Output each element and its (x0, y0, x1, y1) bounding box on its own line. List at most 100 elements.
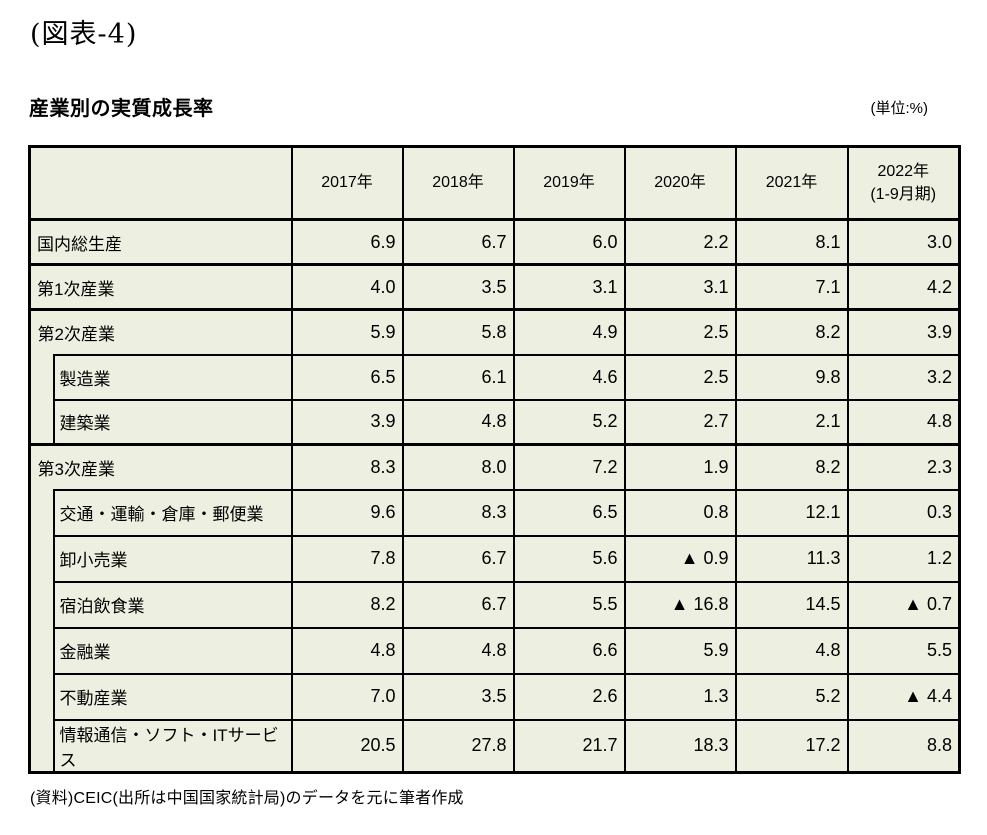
value-cell: 6.7 (401, 218, 515, 266)
value-cell: 2.2 (623, 218, 737, 266)
corner-cell (28, 145, 293, 221)
value-cell: 21.7 (512, 718, 626, 773)
value-cell: 3.0 (846, 218, 961, 266)
row-label: 建築業 (52, 398, 293, 446)
value-cell: 3.9 (290, 398, 404, 446)
col-header-2017: 2017年 (290, 145, 404, 221)
value-cell: 6.6 (512, 626, 626, 675)
row-label: 情報通信・ソフト・ITサービス (52, 718, 293, 773)
indent-strip (28, 443, 54, 772)
value-cell: 4.8 (290, 626, 404, 675)
value-cell: 7.8 (290, 534, 404, 583)
table-row-transport: 交通・運輸・倉庫・郵便業 9.6 8.3 6.5 0.8 12.1 0.3 (30, 488, 961, 537)
table-row-real-estate: 不動産業 7.0 3.5 2.6 1.3 5.2 ▲ 4.4 (30, 672, 961, 721)
value-cell: 3.5 (401, 672, 515, 721)
value-cell: 11.3 (734, 534, 849, 583)
value-cell: 9.6 (290, 488, 404, 537)
value-cell: 9.8 (734, 353, 849, 401)
table-row-manufacturing: 製造業 6.5 6.1 4.6 2.5 9.8 3.2 (30, 353, 961, 401)
value-cell: 5.9 (623, 626, 737, 675)
value-cell: 2.7 (623, 398, 737, 446)
value-cell: 7.2 (512, 443, 626, 491)
value-cell: 8.2 (734, 308, 849, 356)
indent-strip (28, 308, 54, 445)
value-cell: 4.8 (734, 626, 849, 675)
row-label: 国内総生産 (28, 218, 293, 266)
value-cell: 6.7 (401, 580, 515, 629)
row-label: 宿泊飲食業 (52, 580, 293, 629)
value-cell: 4.0 (290, 263, 404, 311)
value-cell: 17.2 (734, 718, 849, 773)
value-cell: 8.0 (401, 443, 515, 491)
value-cell: 6.1 (401, 353, 515, 401)
value-cell: 3.1 (512, 263, 626, 311)
value-cell: 2.5 (623, 353, 737, 401)
table-row-finance: 金融業 4.8 4.8 6.6 5.9 4.8 5.5 (30, 626, 961, 675)
value-cell: 3.1 (623, 263, 737, 311)
value-cell: 5.6 (512, 534, 626, 583)
value-cell: 2.3 (846, 443, 961, 491)
table-row-secondary: 第2次産業 5.9 5.8 4.9 2.5 8.2 3.9 (28, 308, 961, 445)
value-cell: 8.2 (290, 580, 404, 629)
value-cell: 1.9 (623, 443, 737, 491)
value-cell: 8.8 (846, 718, 961, 773)
value-cell: ▲ 4.4 (846, 672, 961, 721)
value-cell: 5.5 (846, 626, 961, 675)
value-cell: 2.6 (512, 672, 626, 721)
table-row-accommodation-food: 宿泊飲食業 8.2 6.7 5.5 ▲ 16.8 14.5 ▲ 0.7 (30, 580, 961, 629)
header-row: 2017年 2018年 2019年 2020年 2021年 2022年 (1-9… (28, 145, 961, 221)
value-cell: 1.2 (846, 534, 961, 583)
row-label: 第3次産業 (38, 443, 293, 491)
value-cell: 18.3 (623, 718, 737, 773)
value-cell: 7.1 (734, 263, 849, 311)
industry-growth-table: 2017年 2018年 2019年 2020年 2021年 2022年 (1-9… (28, 145, 961, 774)
value-cell: 8.3 (290, 443, 404, 491)
value-cell: 0.8 (623, 488, 737, 537)
value-cell: 6.9 (290, 218, 404, 266)
value-cell: ▲ 16.8 (623, 580, 737, 629)
unit-label: (単位:%) (870, 100, 929, 117)
value-cell: 14.5 (734, 580, 849, 629)
table-row-tertiary: 第3次産業 8.3 8.0 7.2 1.9 8.2 2.3 (28, 443, 961, 772)
value-cell: 8.3 (401, 488, 515, 537)
value-cell: 3.9 (846, 308, 961, 356)
col-header-2022: 2022年 (1-9月期) (846, 145, 961, 221)
value-cell: 5.5 (512, 580, 626, 629)
value-cell: 5.8 (401, 308, 515, 356)
table-row-wholesale-retail: 卸小売業 7.8 6.7 5.6 ▲ 0.9 11.3 1.2 (30, 534, 961, 583)
value-cell: 0.3 (846, 488, 961, 537)
value-cell: 6.0 (512, 218, 626, 266)
value-cell: 3.2 (846, 353, 961, 401)
figure-label: (図表-4) (30, 19, 138, 50)
value-cell: 20.5 (290, 718, 404, 773)
col-header-2021: 2021年 (734, 145, 849, 221)
value-cell: 4.9 (512, 308, 626, 356)
col-header-2020: 2020年 (623, 145, 737, 221)
value-cell: 3.5 (401, 263, 515, 311)
value-cell: 2.1 (734, 398, 849, 446)
value-cell: 4.8 (401, 626, 515, 675)
value-cell: 4.8 (401, 398, 515, 446)
value-cell: 8.2 (734, 443, 849, 491)
table-row-it-services: 情報通信・ソフト・ITサービス 20.5 27.8 21.7 18.3 17.2… (30, 718, 961, 773)
value-cell: 4.8 (846, 398, 961, 446)
value-cell: 2.5 (623, 308, 737, 356)
table-row-primary: 第1次産業 4.0 3.5 3.1 3.1 7.1 4.2 (28, 263, 961, 311)
col-header-2018: 2018年 (401, 145, 515, 221)
row-label: 交通・運輸・倉庫・郵便業 (52, 488, 293, 537)
value-cell: 4.6 (512, 353, 626, 401)
value-cell: 5.9 (290, 308, 404, 356)
value-cell: 4.2 (846, 263, 961, 311)
page-title: 産業別の実質成長率 (29, 98, 214, 120)
value-cell: ▲ 0.7 (846, 580, 961, 629)
row-label: 金融業 (52, 626, 293, 675)
value-cell: 12.1 (734, 488, 849, 537)
row-label: 製造業 (52, 353, 293, 401)
row-label: 卸小売業 (52, 534, 293, 583)
value-cell: 8.1 (734, 218, 849, 266)
value-cell: 6.7 (401, 534, 515, 583)
value-cell: 6.5 (512, 488, 626, 537)
value-cell: 7.0 (290, 672, 404, 721)
table-row-construction: 建築業 3.9 4.8 5.2 2.7 2.1 4.8 (30, 398, 961, 446)
row-label: 第1次産業 (28, 263, 293, 311)
